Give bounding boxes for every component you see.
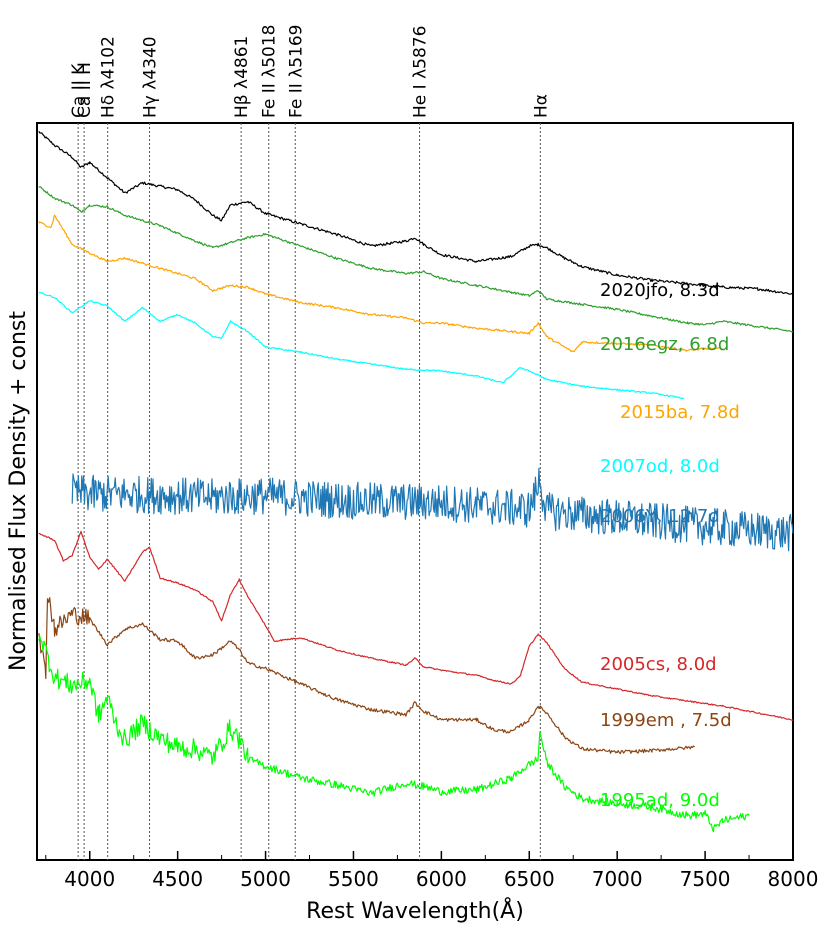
series-label: 2007od, 8.0d [600, 456, 720, 477]
x-tick-label: 7000 [592, 867, 643, 891]
series-label: 1999em , 7.5d [600, 710, 732, 731]
spectrum-line [38, 530, 794, 721]
x-tick-label: 6500 [504, 867, 555, 891]
line-id-label: Ca II H [75, 62, 95, 118]
y-axis-label: Normalised Flux Density + const [6, 311, 31, 671]
line-id-label: Hγ λ4340 [141, 36, 161, 118]
line-id-markers: Ca II KCa II H Hδ λ4102 Hγ λ4340 Hβ λ4861 Fe… [69, 25, 551, 860]
x-tick-label: 7500 [680, 867, 731, 891]
line-id-label: Hα [531, 94, 551, 118]
line-id-label: He I λ5876 [411, 26, 431, 118]
spectrum-line [38, 214, 724, 353]
x-axis-ticks: 4000 4500 5000 5500 6000 6500 7000 7500 8000 [45, 851, 819, 891]
spectrum-line [38, 597, 695, 755]
spectrum-line [38, 635, 750, 833]
spectrum-line [38, 186, 794, 333]
x-tick-label: 5000 [240, 867, 291, 891]
x-tick-label: 4500 [152, 867, 203, 891]
x-tick-label: 8000 [768, 867, 819, 891]
series-label: 2005cs, 8.0d [600, 654, 717, 675]
spectra-series [38, 130, 794, 833]
x-tick-label: 4000 [64, 867, 115, 891]
x-tick-label: 5500 [328, 867, 379, 891]
line-id-label: Ca II K [69, 63, 89, 118]
x-tick-label: 6000 [416, 867, 467, 891]
series-label: 2020jfo, 8.3d [600, 280, 720, 301]
series-label: 2016egz, 6.8d [600, 334, 729, 355]
line-id-label: Fe II λ5169 [286, 25, 306, 118]
series-label: 2006Y, 12.7d [600, 506, 720, 527]
series-labels: 2020jfo, 8.3d 2016egz, 6.8d 2015ba, 7.8d 20… [600, 280, 740, 811]
spectrum-line [38, 292, 685, 400]
spectrum-line [38, 130, 794, 295]
spectrum-line [71, 467, 794, 552]
plot-frame [36, 122, 794, 861]
line-id-label: Fe II λ5018 [260, 25, 280, 118]
x-axis-label: Rest Wavelength(Å) [306, 897, 524, 924]
line-id-label: Hβ λ4861 [232, 36, 252, 118]
line-id-label: Hδ λ4102 [99, 36, 119, 118]
series-label: 1995ad, 9.0d [600, 790, 720, 811]
series-label: 2015ba, 7.8d [620, 402, 740, 423]
